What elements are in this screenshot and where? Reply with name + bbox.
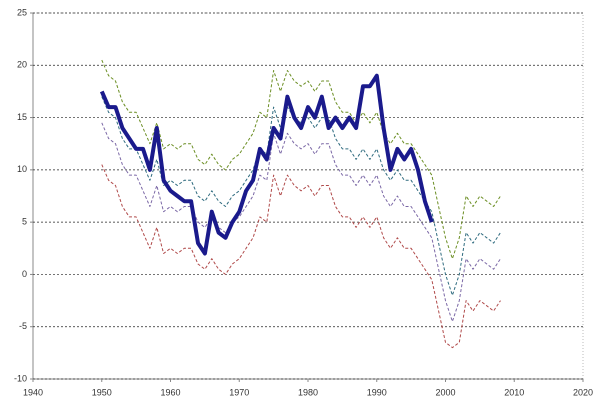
y-tick-label: 10 — [17, 164, 27, 174]
x-tick-label: 1960 — [160, 387, 180, 397]
series-line — [101, 164, 501, 349]
x-tick-label: 2000 — [435, 387, 455, 397]
y-tick-label: 0 — [22, 269, 27, 279]
series-line — [101, 59, 501, 260]
x-tick-label: 1980 — [298, 387, 318, 397]
y-tick-label: -10 — [14, 373, 27, 383]
series-line — [99, 73, 434, 256]
series-line — [101, 122, 501, 322]
x-tick-label: 1940 — [23, 387, 43, 397]
y-tick-label: 25 — [17, 7, 27, 17]
x-tick-label: 2020 — [573, 387, 593, 397]
y-tick-label: -5 — [19, 321, 27, 331]
y-tick-label: 20 — [17, 60, 27, 70]
x-tick-label: 1970 — [229, 387, 249, 397]
y-tick-label: 5 — [22, 217, 27, 227]
x-tick-label: 2010 — [504, 387, 524, 397]
plot-frame — [32, 12, 584, 380]
y-tick-label: 15 — [17, 112, 27, 122]
x-tick-label: 1990 — [367, 387, 387, 397]
x-tick-label: 1950 — [92, 387, 112, 397]
